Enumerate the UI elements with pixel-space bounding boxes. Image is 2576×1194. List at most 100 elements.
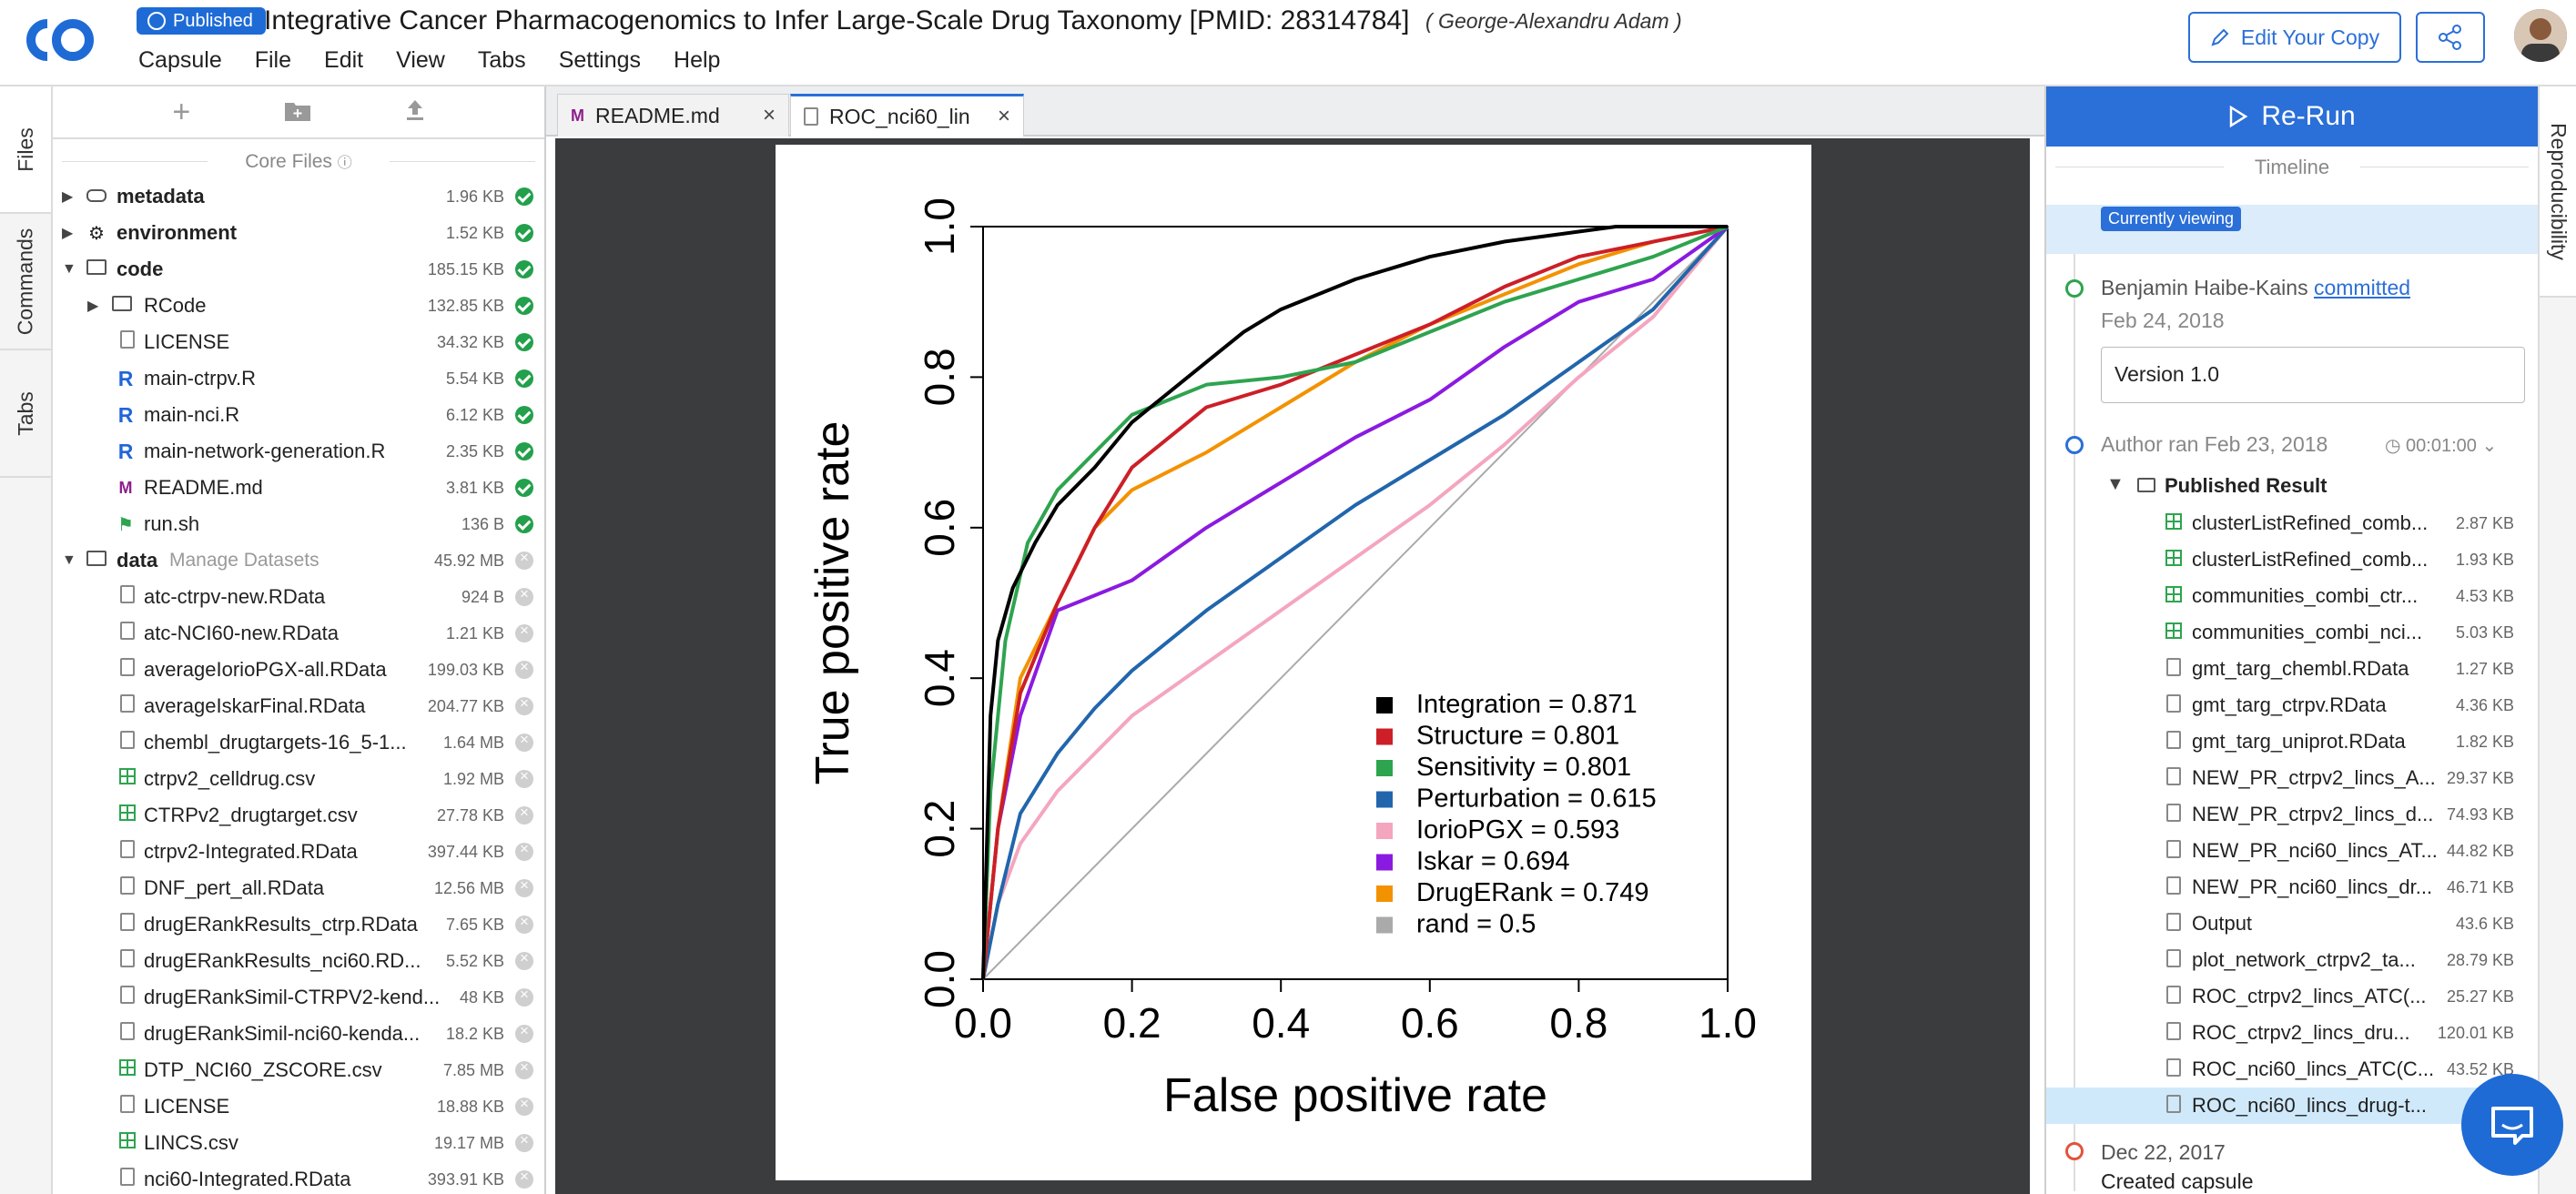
result-file-row[interactable]: Output 43.6 KB bbox=[2046, 906, 2538, 942]
file-icon bbox=[2163, 839, 2185, 863]
chevron-down-icon[interactable]: ⌄ bbox=[2481, 436, 2498, 456]
menu-capsule[interactable]: Capsule bbox=[138, 47, 222, 73]
result-file-row[interactable]: ROC_ctrpv2_lincs_dru... 120.01 KB bbox=[2046, 1015, 2538, 1051]
result-file-name: clusterListRefined_comb... bbox=[2192, 548, 2429, 571]
file-icon bbox=[2163, 730, 2185, 754]
expand-arrow-icon[interactable]: ▶ bbox=[62, 226, 74, 241]
file-row[interactable]: ▼ code 185.15 KB bbox=[53, 251, 544, 288]
manage-datasets-link[interactable]: Manage Datasets bbox=[169, 550, 319, 571]
file-row[interactable]: ctrpv2_celldrug.csv 1.92 MB bbox=[53, 761, 544, 797]
file-row[interactable]: averageIskarFinal.RData 204.77 KB bbox=[53, 688, 544, 724]
share-button[interactable] bbox=[2416, 12, 2485, 63]
codeocean-logo[interactable] bbox=[20, 13, 102, 67]
version-field[interactable]: Version 1.0 bbox=[2101, 347, 2525, 403]
file-row[interactable]: LINCS.csv 19.17 MB bbox=[53, 1125, 544, 1161]
result-file-row[interactable]: clusterListRefined_comb... 2.87 KB bbox=[2046, 505, 2538, 541]
collapse-arrow-icon[interactable]: ▼ bbox=[62, 261, 76, 277]
edit-your-copy-button[interactable]: Edit Your Copy bbox=[2188, 12, 2401, 63]
rerun-button[interactable]: Re-Run bbox=[2046, 86, 2538, 147]
user-avatar[interactable] bbox=[2514, 9, 2567, 62]
tab-files[interactable]: Files bbox=[0, 86, 51, 214]
result-file-size: 1.93 KB bbox=[2455, 550, 2514, 569]
file-size: 185.15 KB bbox=[427, 259, 504, 278]
result-file-row[interactable]: ROC_ctrpv2_lincs_ATC(... 25.27 KB bbox=[2046, 978, 2538, 1015]
menu-edit[interactable]: Edit bbox=[324, 47, 364, 73]
file-row[interactable]: atc-ctrpv-new.RData 924 B bbox=[53, 579, 544, 615]
file-row[interactable]: ▶ RCode 132.85 KB bbox=[53, 288, 544, 324]
menu-help[interactable]: Help bbox=[674, 47, 721, 73]
tab-roc-nci60[interactable]: ROC_nci60_lin × bbox=[790, 94, 1024, 137]
close-icon[interactable]: × bbox=[762, 103, 776, 127]
upload-icon[interactable] bbox=[405, 95, 425, 130]
file-row[interactable]: LICENSE 34.32 KB bbox=[53, 324, 544, 360]
result-file-row[interactable]: NEW_PR_ctrpv2_lincs_A... 29.37 KB bbox=[2046, 760, 2538, 796]
collapse-arrow-icon[interactable]: ▼ bbox=[62, 552, 76, 568]
file-row[interactable]: DNF_pert_all.RData 12.56 MB bbox=[53, 870, 544, 906]
add-file-icon[interactable]: + bbox=[172, 94, 191, 129]
result-file-row[interactable]: gmt_targ_chembl.RData 1.27 KB bbox=[2046, 651, 2538, 687]
unavailable-icon bbox=[515, 549, 533, 570]
file-row[interactable]: averageIorioPGX-all.RData 199.03 KB bbox=[53, 652, 544, 688]
result-file-row[interactable]: clusterListRefined_comb... 1.93 KB bbox=[2046, 541, 2538, 578]
file-row[interactable]: LICENSE 18.88 KB bbox=[53, 1088, 544, 1125]
file-row[interactable]: chembl_drugtargets-16_5-1... 1.64 MB bbox=[53, 724, 544, 761]
result-file-row[interactable]: communities_combi_nci... 5.03 KB bbox=[2046, 614, 2538, 651]
tab-commands[interactable]: Commands bbox=[0, 214, 51, 350]
file-row[interactable]: drugERankSimil-nci60-kenda... 18.2 KB bbox=[53, 1016, 544, 1052]
file-row[interactable]: nci60-Integrated.RData 393.91 KB bbox=[53, 1161, 544, 1194]
file-row[interactable]: ▶ ⚙ environment 1.52 KB bbox=[53, 215, 544, 251]
tab-tabs[interactable]: Tabs bbox=[0, 350, 51, 478]
result-file-size: 28.79 KB bbox=[2446, 950, 2514, 969]
file-row[interactable]: drugERankResults_ctrp.RData 7.65 KB bbox=[53, 906, 544, 943]
file-row[interactable]: drugERankSimil-CTRPV2-kend... 48 KB bbox=[53, 979, 544, 1016]
check-icon bbox=[515, 187, 533, 206]
core-files-header: Core Files ⓘ bbox=[53, 150, 544, 173]
result-file-row[interactable]: NEW_PR_nci60_lincs_AT... 44.82 KB bbox=[2046, 833, 2538, 869]
expand-arrow-icon[interactable]: ▶ bbox=[87, 298, 99, 314]
result-file-row[interactable]: ROC_nci60_lincs_drug-t...52 bbox=[2046, 1088, 2538, 1124]
file-row[interactable]: drugERankResults_nci60.RD... 5.52 KB bbox=[53, 943, 544, 979]
file-row[interactable]: ctrpv2-Integrated.RData 397.44 KB bbox=[53, 834, 544, 870]
file-row[interactable]: ▶ metadata 1.96 KB bbox=[53, 178, 544, 215]
file-icon bbox=[2163, 766, 2185, 790]
tab-reproducibility[interactable]: Reproducibility bbox=[2540, 86, 2576, 298]
result-file-row[interactable]: NEW_PR_nci60_lincs_dr... 46.71 KB bbox=[2046, 869, 2538, 906]
menu-view[interactable]: View bbox=[396, 47, 445, 73]
menu-file[interactable]: File bbox=[254, 47, 292, 73]
result-file-row[interactable]: plot_network_ctrpv2_ta... 28.79 KB bbox=[2046, 942, 2538, 978]
published-result-folder[interactable]: Published Result bbox=[2165, 474, 2328, 497]
committed-link[interactable]: committed bbox=[2313, 276, 2411, 299]
result-file-row[interactable]: gmt_targ_ctrpv.RData 4.36 KB bbox=[2046, 687, 2538, 723]
unavailable-icon bbox=[515, 840, 533, 861]
collapse-arrow-icon[interactable]: ▼ bbox=[2106, 474, 2125, 494]
file-size: 204.77 KB bbox=[427, 696, 504, 715]
expand-arrow-icon[interactable]: ▶ bbox=[62, 189, 74, 205]
menu-tabs[interactable]: Tabs bbox=[477, 47, 526, 73]
result-file-row[interactable]: communities_combi_ctr... 4.53 KB bbox=[2046, 578, 2538, 614]
result-file-row[interactable]: NEW_PR_ctrpv2_lincs_d... 74.93 KB bbox=[2046, 796, 2538, 833]
file-size: 45.92 MB bbox=[433, 551, 504, 570]
file-row[interactable]: CTRPv2_drugtarget.csv 27.78 KB bbox=[53, 797, 544, 834]
file-row[interactable]: ⚑ run.sh 136 B bbox=[53, 506, 544, 542]
result-file-row[interactable]: ROC_nci60_lincs_ATC(C... 43.52 KB bbox=[2046, 1051, 2538, 1088]
legend-label: Structure = 0.801 bbox=[1416, 722, 1619, 751]
file-row[interactable]: atc-NCI60-new.RData 1.21 KB bbox=[53, 615, 544, 652]
result-file-name: NEW_PR_ctrpv2_lincs_A... bbox=[2192, 766, 2436, 789]
chat-button[interactable] bbox=[2461, 1074, 2563, 1176]
file-row[interactable]: DTP_NCI60_ZSCORE.csv 7.85 MB bbox=[53, 1052, 544, 1088]
markdown-icon: M bbox=[571, 106, 584, 125]
add-folder-icon[interactable] bbox=[284, 95, 311, 130]
tab-readme[interactable]: M README.md × bbox=[557, 94, 789, 137]
file-tree: ▶ metadata 1.96 KB ▶ ⚙ environment 1.52 KB ▼ cod… bbox=[53, 178, 544, 1194]
menu-settings[interactable]: Settings bbox=[558, 47, 642, 73]
close-icon[interactable]: × bbox=[997, 104, 1010, 128]
file-row[interactable]: ▼ data Manage Datasets 45.92 MB bbox=[53, 542, 544, 579]
result-file-row[interactable]: gmt_targ_uniprot.RData 1.82 KB bbox=[2046, 723, 2538, 760]
file-row[interactable]: M README.md 3.81 KB bbox=[53, 470, 544, 506]
help-icon[interactable]: ⓘ bbox=[337, 156, 352, 171]
folder-icon bbox=[2137, 478, 2155, 492]
result-file-name: Output bbox=[2192, 912, 2253, 935]
